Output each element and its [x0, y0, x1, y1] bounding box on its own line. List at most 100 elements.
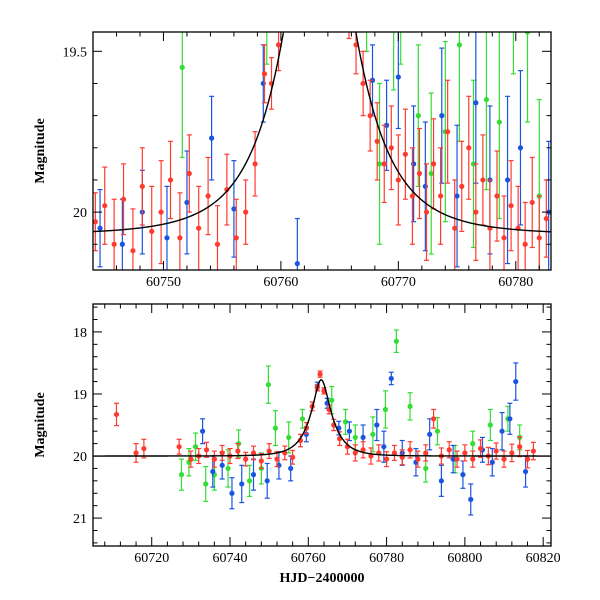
data-point: [381, 430, 387, 463]
point-marker: [205, 193, 211, 199]
point-marker: [290, 454, 296, 460]
data-point: [233, 198, 239, 270]
point-marker: [211, 456, 217, 462]
point-marker: [203, 481, 209, 487]
data-point: [203, 441, 210, 458]
data-point: [97, 188, 103, 268]
data-point: [487, 408, 493, 442]
point-marker: [407, 447, 413, 453]
data-point: [149, 185, 155, 270]
data-point: [499, 411, 505, 451]
point-marker: [303, 431, 309, 437]
data-point: [391, 32, 397, 91]
data-point: [483, 32, 490, 191]
data-point: [423, 163, 430, 261]
point-marker: [203, 447, 210, 453]
data-point: [428, 92, 434, 255]
point-marker: [381, 444, 387, 450]
data-layer: [93, 329, 551, 516]
data-point: [438, 464, 444, 497]
data-point: [250, 458, 257, 491]
point-marker: [188, 456, 194, 462]
data-point: [494, 150, 500, 242]
data-point: [508, 160, 514, 252]
y-tick-label: 20: [73, 450, 87, 465]
point-marker: [329, 397, 335, 403]
point-marker: [393, 338, 399, 344]
point-marker: [493, 448, 499, 454]
data-layer: [93, 0, 551, 270]
data-point: [454, 124, 460, 268]
data-point: [260, 44, 266, 123]
data-point: [246, 464, 253, 497]
data-point: [388, 371, 394, 386]
x-tick-label: 60780: [369, 551, 404, 566]
data-point: [509, 443, 515, 463]
point-marker: [113, 411, 120, 418]
data-point: [133, 443, 139, 463]
data-point: [411, 105, 417, 223]
data-point: [139, 147, 145, 226]
point-marker: [423, 450, 429, 456]
point-marker: [231, 206, 237, 212]
data-point: [164, 185, 170, 270]
data-point: [294, 217, 300, 270]
point-marker: [501, 235, 507, 241]
point-marker: [509, 450, 515, 456]
data-point: [459, 140, 465, 233]
data-point: [209, 95, 215, 181]
point-marker: [246, 478, 253, 484]
point-marker: [294, 260, 300, 267]
point-marker: [445, 129, 451, 135]
data-point: [179, 32, 185, 159]
point-marker: [283, 0, 288, 5]
data-point: [231, 160, 237, 258]
data-point: [416, 127, 423, 220]
data-point: [286, 421, 292, 454]
point-marker: [522, 468, 529, 475]
data-point: [391, 444, 398, 461]
point-marker: [233, 235, 239, 241]
data-point: [504, 95, 511, 265]
point-marker: [381, 161, 387, 167]
data-point: [407, 392, 413, 421]
point-marker: [200, 428, 206, 434]
data-point: [446, 441, 452, 459]
data-point: [102, 166, 108, 245]
point-marker: [460, 472, 466, 478]
data-point: [374, 408, 380, 442]
data-point: [480, 134, 486, 226]
data-point: [203, 465, 209, 502]
data-point: [524, 32, 531, 123]
data-point: [370, 416, 376, 453]
point-marker: [395, 74, 401, 80]
x-axis-title: HJD−2400000: [280, 571, 365, 586]
x-tick-label: 60760: [263, 275, 298, 290]
data-point: [274, 451, 280, 468]
point-marker: [243, 209, 249, 215]
point-marker: [434, 428, 441, 434]
x-tick-label: 60770: [381, 275, 416, 290]
point-marker: [430, 416, 437, 422]
y-tick-label: 18: [73, 326, 87, 341]
point-marker: [264, 20, 269, 25]
point-marker: [346, 428, 353, 434]
data-point: [398, 32, 404, 65]
point-marker: [459, 183, 465, 189]
point-marker: [97, 225, 103, 231]
data-point: [529, 156, 535, 249]
point-marker: [186, 170, 192, 177]
data-point: [344, 438, 351, 455]
data-point: [493, 442, 499, 460]
data-point: [423, 444, 429, 462]
point-marker: [367, 113, 373, 119]
x-tick-label: 60750: [146, 275, 181, 290]
point-marker: [376, 161, 383, 167]
data-point: [346, 32, 352, 40]
point-marker: [258, 458, 264, 464]
point-marker: [395, 177, 401, 183]
data-point: [543, 179, 549, 258]
point-marker: [111, 241, 117, 247]
point-marker: [501, 456, 507, 462]
